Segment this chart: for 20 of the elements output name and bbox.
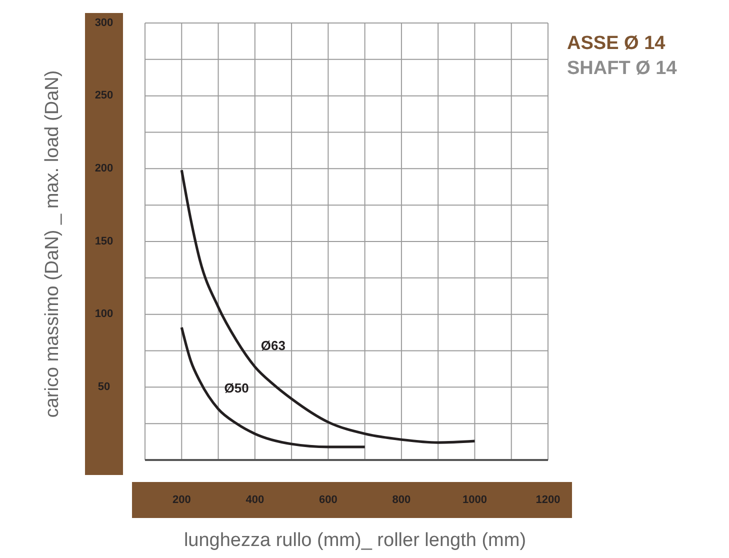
y-tick-label: 250 [94,90,114,102]
line-series [180,168,476,444]
text: ASSE Ø 14 [567,33,666,54]
y-tick-label: 200 [94,162,114,175]
y-axis-title: carico massimo (DaN) _ max. load (DaN) [42,70,63,418]
y-tick-label: 150 [94,235,114,248]
x-tick-label: 400 [246,494,264,506]
series-label: Ø50 [224,380,249,396]
y-tick-label: 100 [94,308,114,320]
series-label: Ø63 [260,338,286,354]
line-series [180,326,366,448]
y-tick-label: 300 [94,16,114,29]
x-tick-label: 200 [172,494,191,506]
x-tick-label: 800 [392,494,411,506]
x-tick-label: 600 [319,494,338,506]
x-tick-label: 1000 [462,494,487,506]
y-tick-label: 50 [98,381,110,394]
x-axis-title: lunghezza rullo (mm)_ roller length (mm) [184,530,526,551]
text: SHAFT Ø 14 [567,58,678,79]
x-tick-label: 1200 [536,494,560,506]
